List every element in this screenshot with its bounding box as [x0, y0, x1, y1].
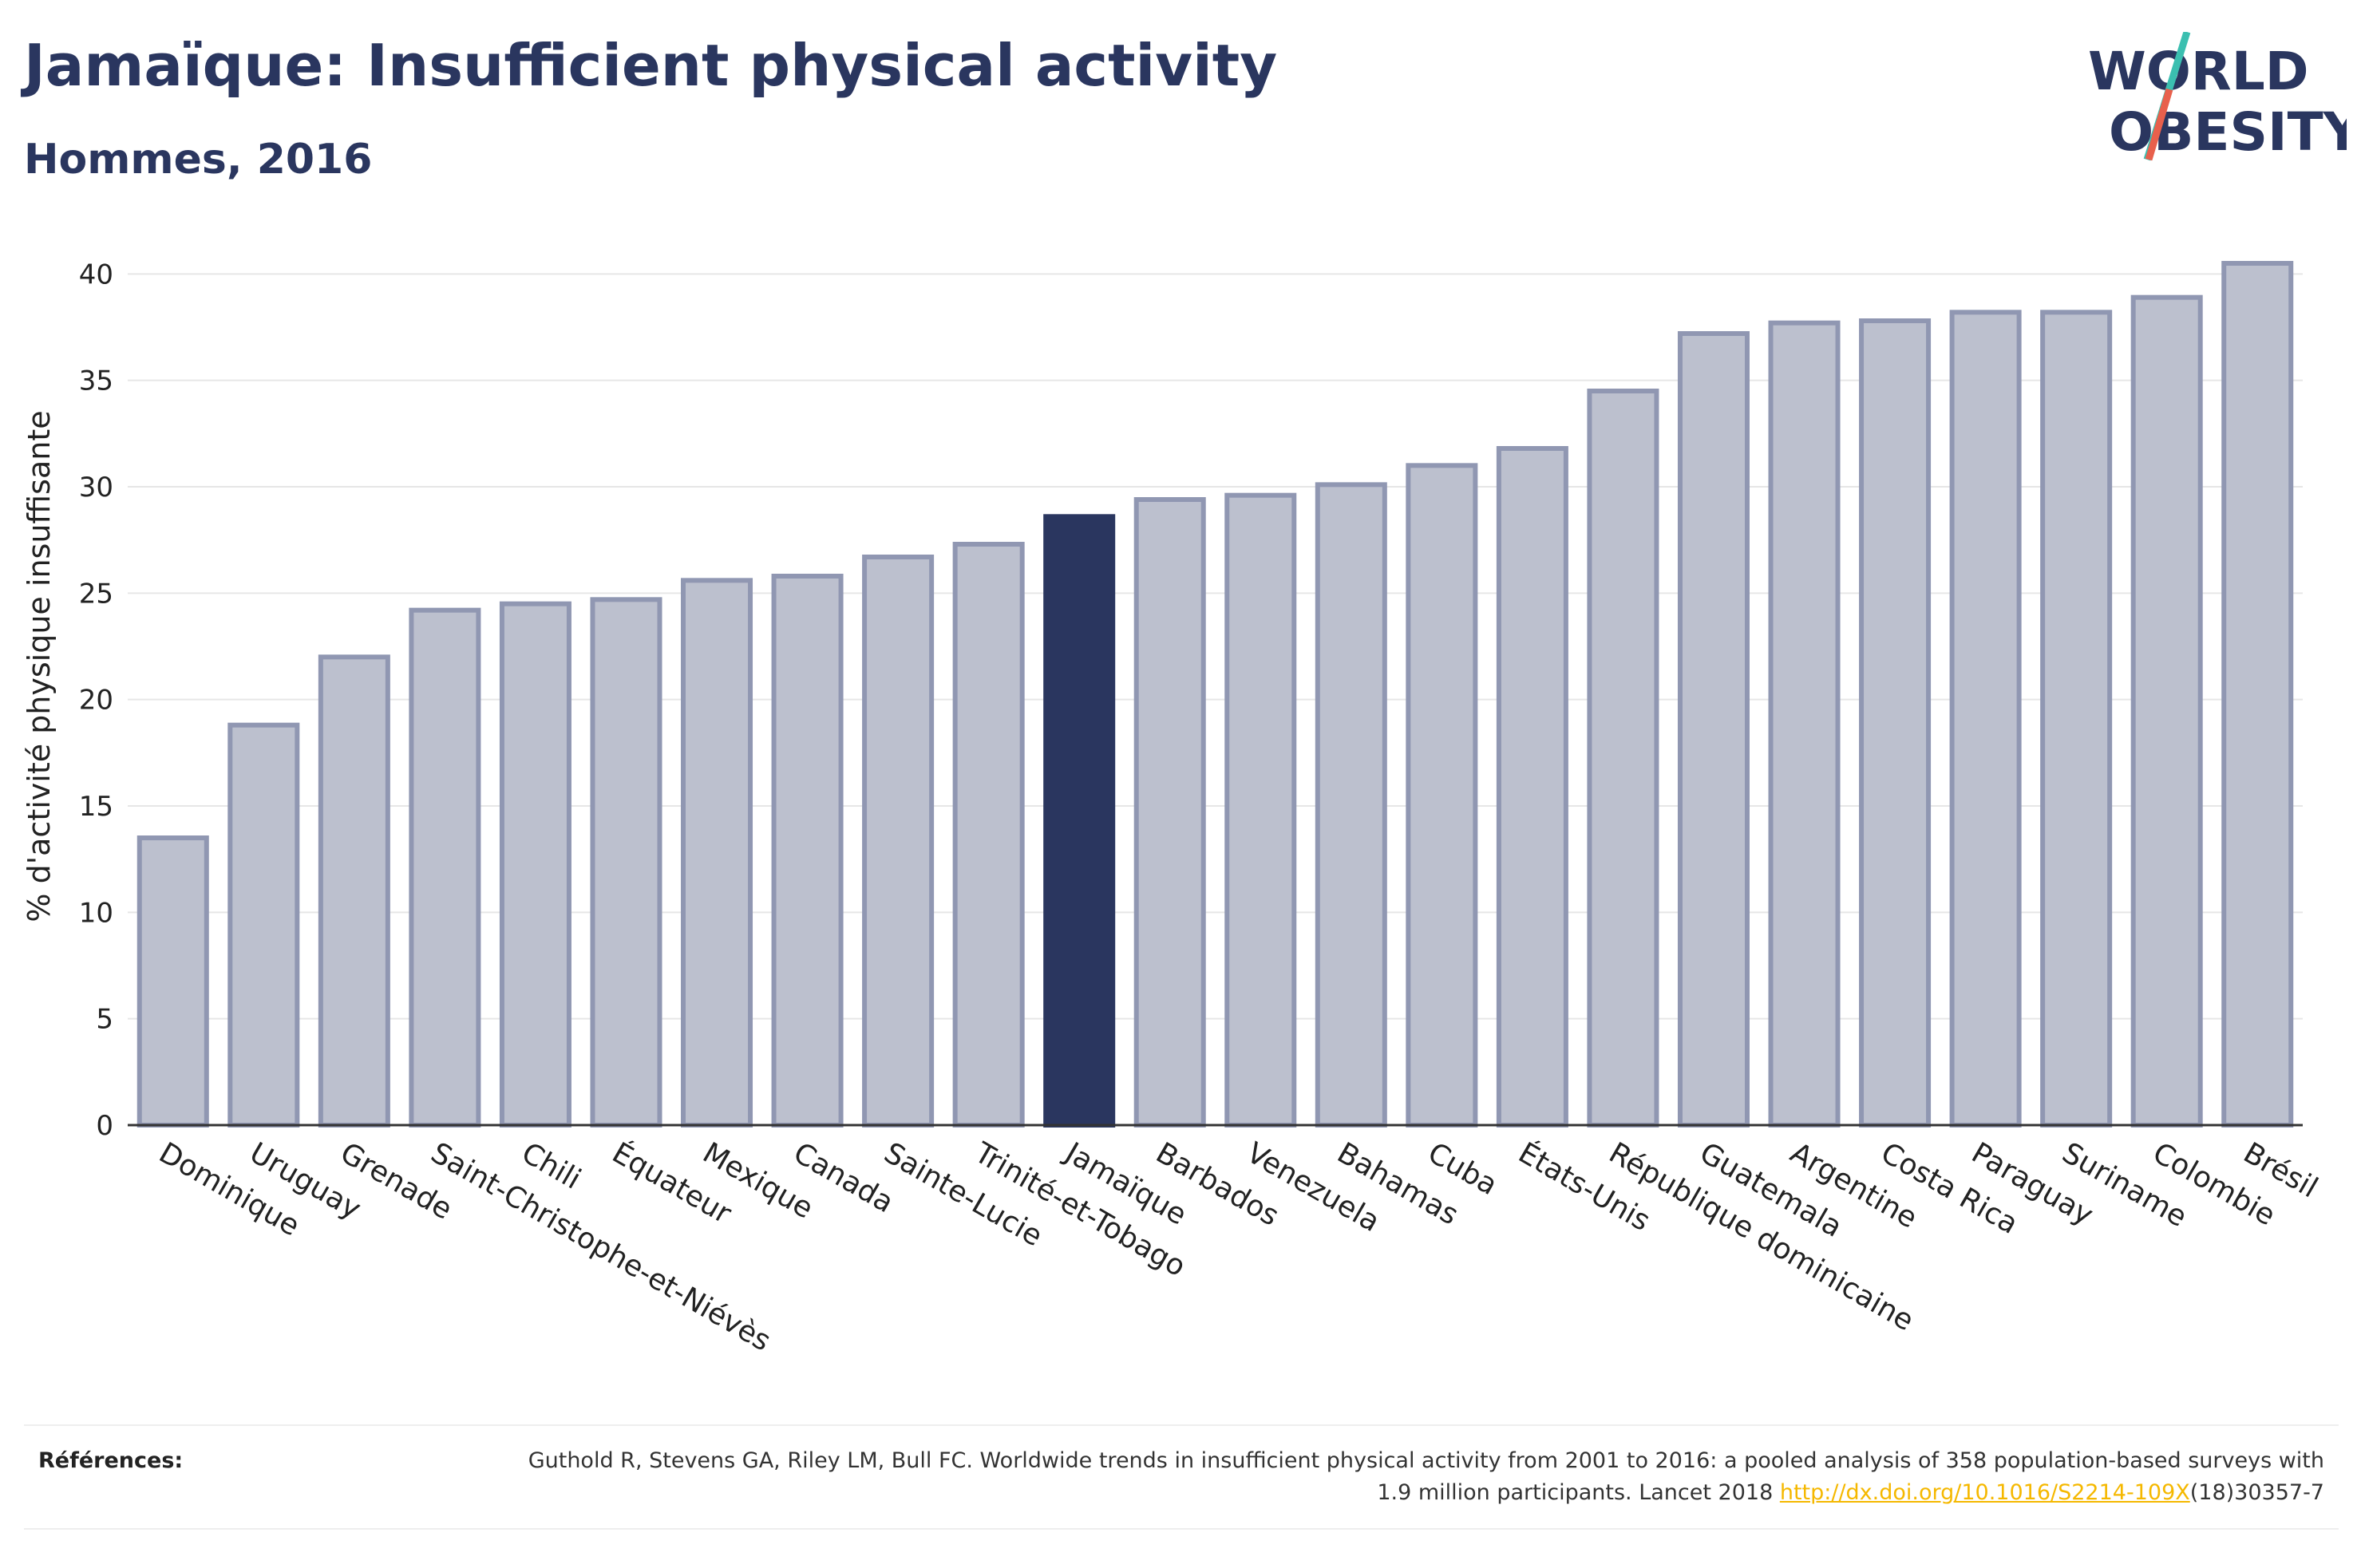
bar-12	[1224, 492, 1297, 1128]
bar-0	[136, 835, 209, 1128]
y-tick-label: 20	[79, 685, 113, 717]
bar-14	[1406, 463, 1478, 1128]
bar-2	[318, 654, 390, 1128]
x-tick-labels: DominiqueUruguayGrenadeSaint-Christophe-…	[153, 1136, 2323, 1357]
logo-slash-coral	[2145, 88, 2173, 161]
bar-19	[1859, 318, 1932, 1128]
chart-title: Jamaïque: Insufficient physical activity	[24, 32, 1278, 99]
bar-16	[1587, 389, 1659, 1128]
bar-7	[771, 574, 844, 1128]
y-tick-label: 40	[79, 259, 113, 290]
bar-18	[1768, 320, 1841, 1128]
y-tick-label: 25	[79, 578, 113, 610]
bar-22	[2130, 294, 2203, 1128]
bar-4	[499, 601, 571, 1128]
bar-11	[1133, 497, 1206, 1128]
y-tick-label: 10	[79, 897, 113, 929]
bar-3	[409, 607, 481, 1128]
bar-8	[862, 555, 935, 1128]
references-doi-link[interactable]: http://dx.doi.org/10.1016/S2214-109X	[1779, 1480, 2190, 1505]
bar-13	[1315, 482, 1387, 1128]
y-tick-label: 35	[79, 365, 113, 397]
bar-6	[681, 578, 753, 1128]
logo-line1: WORLD	[2088, 41, 2309, 102]
references-panel: Références: Guthold R, Stevens GA, Riley…	[24, 1424, 2339, 1530]
references-suffix: (18)30357-7	[2189, 1480, 2324, 1505]
world-obesity-logo: WORLD OBESITY	[2088, 32, 2347, 163]
bar-17	[1677, 331, 1750, 1128]
bar-1	[227, 722, 300, 1128]
y-tick-label: 30	[79, 472, 113, 504]
bar-5	[590, 597, 662, 1128]
bars-layer	[136, 261, 2294, 1128]
chart-subtitle: Hommes, 2016	[24, 136, 373, 184]
references-text: Guthold R, Stevens GA, Riley LM, Bull FC…	[488, 1445, 2324, 1509]
bar-10	[1043, 514, 1116, 1128]
references-label: Références:	[38, 1448, 184, 1473]
bar-chart: 0 5 10 15 20 25 30 35 40 DominiqueUruguayGrenade…	[22, 259, 2323, 1357]
bar-21	[2040, 310, 2113, 1128]
y-tick-label: 0	[96, 1110, 113, 1142]
bar-20	[1949, 310, 2022, 1128]
y-tick-label: 15	[79, 791, 113, 823]
y-axis-label: % d'activité physique insuffisante	[22, 410, 57, 922]
references-citation: Guthold R, Stevens GA, Riley LM, Bull FC…	[528, 1448, 2324, 1505]
grid-layer	[128, 273, 2303, 1020]
bar-9	[952, 542, 1025, 1128]
bar-15	[1496, 446, 1568, 1128]
y-tick-label: 5	[96, 1004, 113, 1036]
bar-23	[2221, 261, 2294, 1128]
y-tick-labels: 0 5 10 15 20 25 30 35 40	[79, 259, 113, 1142]
